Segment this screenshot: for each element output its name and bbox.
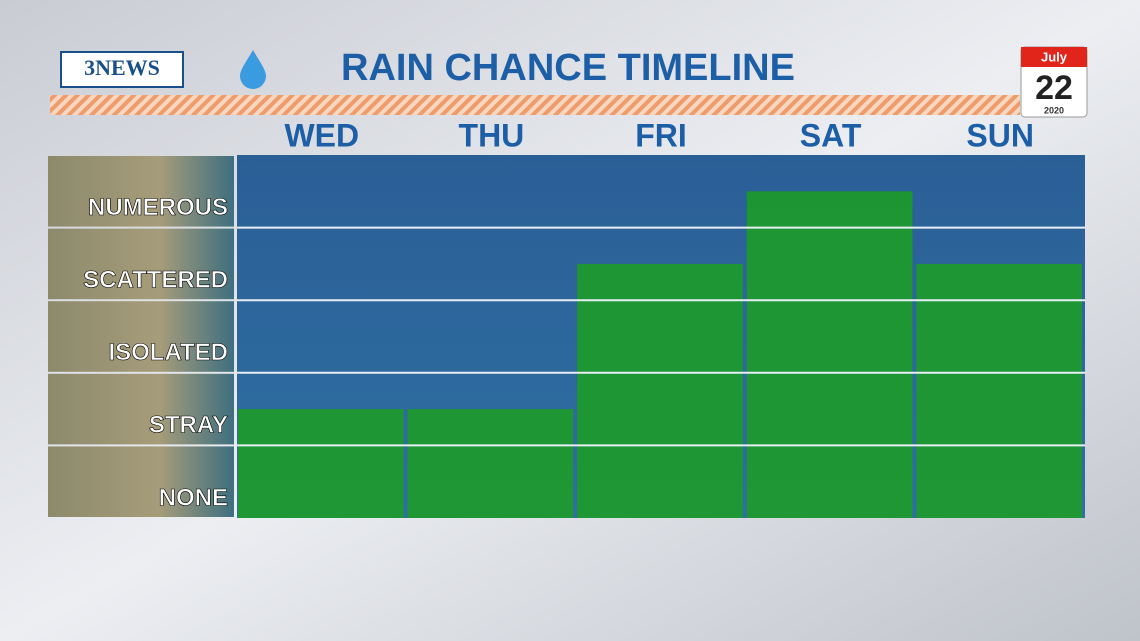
x-tick-label: WED: [284, 117, 359, 153]
calendar-header: [1021, 47, 1087, 67]
band-thumbnail: [48, 446, 234, 517]
bar: [577, 263, 743, 518]
calendar-day: 22: [1035, 69, 1073, 107]
raindrop-icon: [240, 50, 266, 89]
y-band-label: SCATTERED: [83, 267, 228, 294]
band-thumbnail: [48, 156, 234, 227]
logo-box: [60, 51, 184, 88]
bar: [238, 409, 404, 518]
y-band-label: NONE: [159, 484, 228, 511]
header-stripe: [50, 95, 1020, 115]
chart-title: RAIN CHANCE TIMELINE: [341, 47, 795, 89]
x-tick-label: THU: [459, 117, 525, 153]
x-tick-label: SUN: [966, 117, 1034, 153]
x-tick-label: FRI: [635, 117, 687, 153]
y-band-label: STRAY: [149, 412, 228, 439]
logo: 3NEWS: [84, 55, 160, 80]
bar: [916, 263, 1082, 518]
calendar-year: 2020: [1044, 105, 1064, 115]
bar: [746, 191, 913, 519]
band-thumbnail: [48, 301, 234, 372]
bar: [407, 409, 574, 518]
band-thumbnail: [48, 228, 234, 300]
y-band-label: ISOLATED: [108, 339, 228, 366]
calendar-month: July: [1041, 49, 1068, 64]
y-band-label: NUMEROUS: [88, 194, 228, 221]
band-thumbnail: [48, 373, 234, 445]
x-tick-label: SAT: [800, 117, 862, 153]
